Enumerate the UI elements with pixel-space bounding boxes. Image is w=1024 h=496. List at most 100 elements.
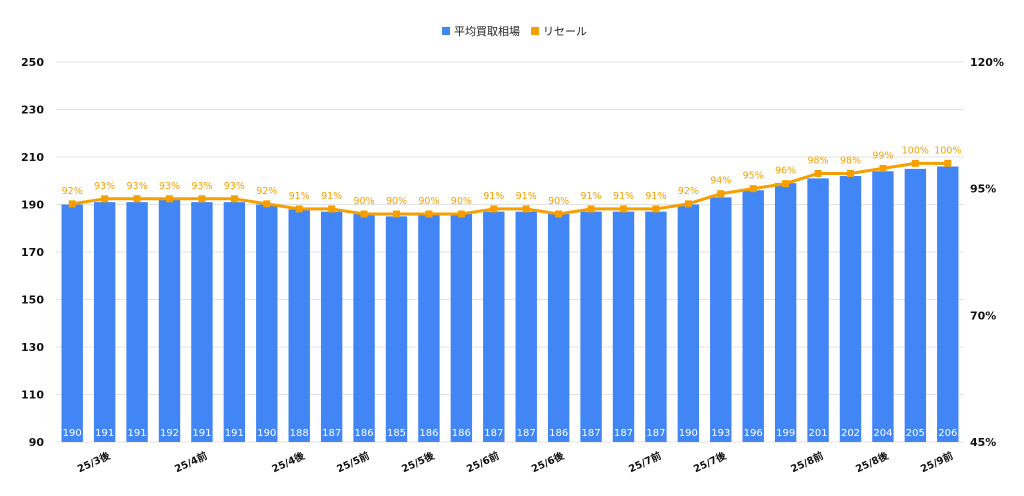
bar-value-label: 185 bbox=[387, 428, 406, 439]
resale-value-label: 91% bbox=[645, 191, 666, 202]
y-left-tick-label: 190 bbox=[21, 199, 44, 212]
bar bbox=[483, 211, 505, 442]
resale-point bbox=[522, 205, 530, 213]
resale-value-label: 95% bbox=[743, 171, 764, 182]
resale-value-label: 100% bbox=[934, 145, 961, 156]
y-left-tick-label: 150 bbox=[21, 294, 44, 307]
bar bbox=[515, 211, 537, 442]
bar bbox=[320, 211, 343, 442]
resale-value-label: 90% bbox=[386, 196, 407, 207]
resale-point bbox=[490, 205, 498, 213]
bar-value-label: 186 bbox=[549, 428, 568, 439]
y-left-tick-label: 230 bbox=[21, 104, 44, 117]
bar-value-label: 191 bbox=[128, 428, 147, 439]
legend-label-line: リセール bbox=[543, 25, 587, 38]
resale-point bbox=[814, 169, 822, 177]
resale-point bbox=[587, 205, 595, 213]
bar bbox=[710, 197, 732, 442]
y-left-tick-label: 90 bbox=[29, 436, 45, 449]
y-left-tick-label: 210 bbox=[21, 151, 44, 164]
y-right-tick-label: 45% bbox=[970, 436, 996, 449]
resale-value-label: 96% bbox=[775, 166, 796, 177]
bar-value-label: 187 bbox=[646, 428, 665, 439]
bar bbox=[450, 214, 473, 442]
bar bbox=[223, 202, 246, 442]
legend-swatch-bar bbox=[442, 27, 450, 35]
bar-value-label: 187 bbox=[484, 428, 503, 439]
resale-value-label: 90% bbox=[418, 196, 439, 207]
bar bbox=[677, 204, 700, 442]
x-tick-label: 25/3後 bbox=[75, 449, 113, 476]
resale-point bbox=[328, 205, 336, 213]
bar bbox=[807, 178, 829, 442]
resale-value-label: 92% bbox=[256, 186, 277, 197]
resale-point bbox=[295, 205, 303, 213]
resale-point bbox=[911, 159, 919, 167]
resale-value-label: 90% bbox=[548, 196, 569, 207]
bar bbox=[904, 168, 927, 442]
resale-value-label: 98% bbox=[840, 155, 861, 166]
bar-value-label: 193 bbox=[711, 428, 730, 439]
bar bbox=[872, 171, 894, 442]
resale-value-label: 93% bbox=[159, 181, 180, 192]
resale-point bbox=[782, 180, 790, 188]
y-left-tick-label: 170 bbox=[21, 246, 44, 259]
resale-point bbox=[230, 195, 238, 203]
resale-point bbox=[263, 200, 271, 208]
resale-point bbox=[684, 200, 692, 208]
bar-value-label: 186 bbox=[419, 428, 438, 439]
bar-value-label: 206 bbox=[938, 428, 957, 439]
bar bbox=[612, 211, 635, 442]
resale-value-label: 91% bbox=[581, 191, 602, 202]
y-left-tick-label: 110 bbox=[21, 389, 44, 402]
y-right-tick-label: 95% bbox=[970, 183, 996, 196]
resale-value-label: 92% bbox=[678, 186, 699, 197]
resale-point bbox=[879, 164, 887, 172]
resale-value-label: 93% bbox=[224, 181, 245, 192]
y-right-tick-label: 70% bbox=[970, 309, 996, 322]
bar bbox=[288, 209, 310, 442]
resale-point bbox=[717, 190, 725, 198]
resale-value-label: 91% bbox=[289, 191, 310, 202]
x-tick-label: 25/8後 bbox=[853, 449, 891, 476]
resale-value-label: 91% bbox=[613, 191, 634, 202]
resale-point bbox=[101, 195, 109, 203]
bar-value-label: 187 bbox=[517, 428, 536, 439]
bar-value-label: 186 bbox=[452, 428, 471, 439]
bar-value-label: 190 bbox=[257, 428, 276, 439]
resale-point bbox=[198, 195, 206, 203]
resale-value-label: 99% bbox=[872, 150, 893, 161]
bar-value-label: 201 bbox=[809, 428, 828, 439]
bar bbox=[385, 216, 408, 442]
resale-value-label: 90% bbox=[451, 196, 472, 207]
resale-point bbox=[68, 200, 76, 208]
resale-value-label: 94% bbox=[710, 176, 731, 187]
x-tick-label: 25/5後 bbox=[399, 449, 437, 476]
resale-value-label: 91% bbox=[483, 191, 504, 202]
x-tick-label: 25/8前 bbox=[789, 449, 826, 475]
bar-value-label: 191 bbox=[192, 428, 211, 439]
x-tick-label: 25/4前 bbox=[172, 449, 209, 475]
resale-point bbox=[652, 205, 660, 213]
bar-value-label: 187 bbox=[614, 428, 633, 439]
bar-value-label: 191 bbox=[225, 428, 244, 439]
resale-point bbox=[425, 210, 433, 218]
bar bbox=[93, 202, 116, 442]
resale-value-label: 100% bbox=[902, 145, 929, 156]
legend-swatch-line bbox=[531, 27, 539, 35]
resale-value-label: 91% bbox=[516, 191, 537, 202]
resale-value-label: 90% bbox=[354, 196, 375, 207]
bar-value-label: 192 bbox=[160, 428, 179, 439]
bar-value-label: 202 bbox=[841, 428, 860, 439]
bar-value-label: 205 bbox=[906, 428, 925, 439]
bar-value-label: 188 bbox=[290, 428, 309, 439]
resale-value-label: 91% bbox=[321, 191, 342, 202]
bar bbox=[580, 211, 602, 442]
resale-point bbox=[944, 159, 952, 167]
x-tick-label: 25/4後 bbox=[270, 449, 308, 476]
bar bbox=[742, 190, 764, 442]
resale-point bbox=[620, 205, 627, 213]
bar bbox=[191, 202, 213, 442]
